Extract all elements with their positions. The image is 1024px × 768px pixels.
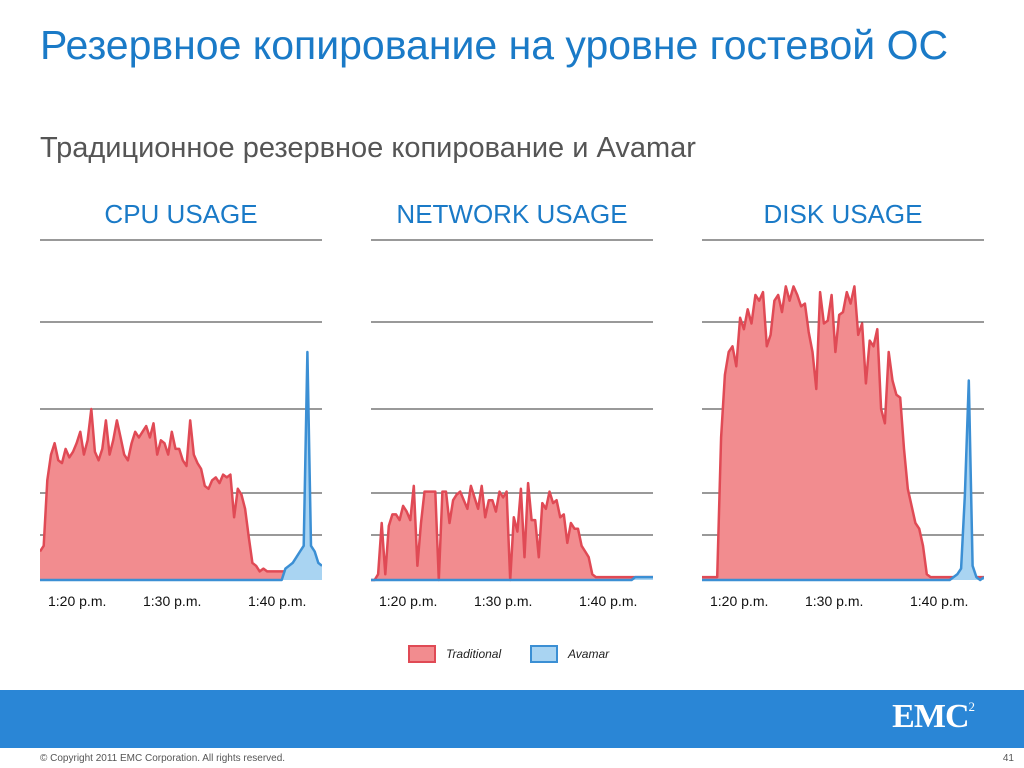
legend-item-avamar: Avamar [530, 645, 609, 663]
series-line-avamar [702, 379, 984, 582]
emc-logo: EMC2 [892, 698, 975, 735]
slide-subtitle: Традиционное резервное копирование и Ava… [40, 132, 696, 164]
network-usage-chart [371, 239, 653, 582]
legend-label-traditional: Traditional [446, 647, 502, 661]
series-area-traditional [40, 409, 322, 580]
slide-title: Резервное копирование на уровне гостевой… [40, 22, 949, 68]
traditional-swatch [408, 645, 436, 663]
series-line-traditional [40, 407, 322, 573]
series-area-traditional [702, 286, 984, 580]
network-usage-title: NETWORK USAGE [396, 199, 628, 229]
x-tick-label: 1:30 p.m. [805, 593, 864, 609]
copyright-text: © Copyright 2011 EMC Corporation. All ri… [40, 753, 286, 764]
series-line-traditional [702, 285, 984, 579]
legend-item-traditional: Traditional [408, 645, 501, 663]
series-area-traditional [371, 483, 653, 580]
footer-bar: EMC2 [0, 690, 1024, 748]
avamar-swatch [530, 645, 558, 663]
series-line-avamar [40, 350, 322, 582]
x-tick-label: 1:20 p.m. [48, 593, 107, 609]
series-line-traditional [371, 481, 653, 582]
x-tick-label: 1:30 p.m. [474, 593, 533, 609]
x-tick-label: 1:40 p.m. [248, 593, 307, 609]
chart-legend: Traditional Avamar [0, 645, 1024, 669]
cpu-usage-title: CPU USAGE [104, 199, 258, 229]
disk-usage-title: DISK USAGE [763, 199, 923, 229]
x-tick-label: 1:30 p.m. [143, 593, 202, 609]
cpu-usage-panel: CPU USAGE 1:20 p.m. 1:30 p.m. 1:40 p.m. [40, 195, 322, 615]
series-line-avamar [371, 575, 653, 582]
x-tick-label: 1:20 p.m. [710, 593, 769, 609]
x-tick-label: 1:40 p.m. [579, 593, 638, 609]
x-tick-label: 1:20 p.m. [379, 593, 438, 609]
x-tick-label: 1:40 p.m. [910, 593, 969, 609]
legend-label-avamar: Avamar [568, 647, 610, 661]
disk-usage-chart [702, 239, 984, 582]
disk-usage-panel: DISK USAGE 1:20 p.m. 1:30 p.m. 1:40 p.m. [702, 195, 984, 615]
network-usage-panel: NETWORK USAGE 1:20 p.m. 1:30 p.m. 1:40 p… [371, 195, 653, 615]
cpu-usage-chart [40, 239, 322, 582]
page-number: 41 [1002, 753, 1014, 764]
